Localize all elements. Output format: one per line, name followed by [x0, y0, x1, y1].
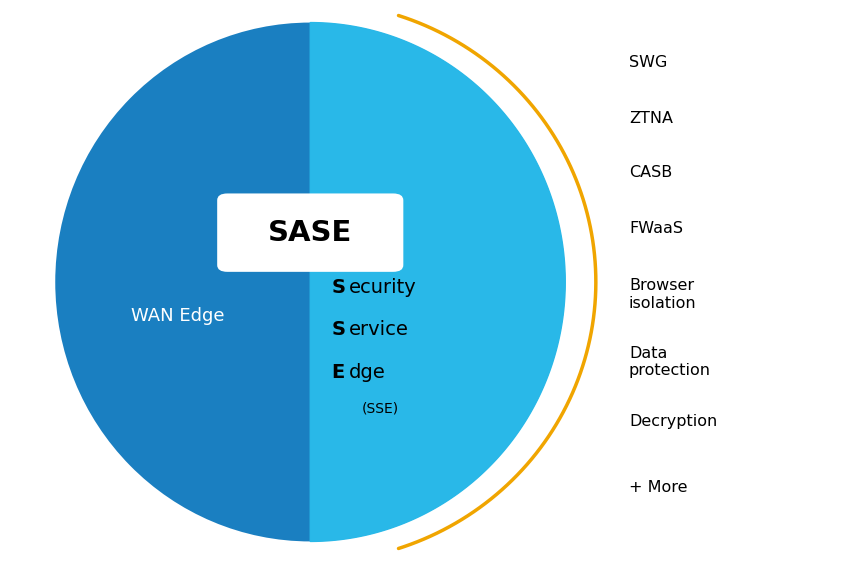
Text: FWaaS: FWaaS	[629, 221, 683, 236]
Text: Data
protection: Data protection	[629, 346, 711, 378]
Text: ecurity: ecurity	[348, 278, 416, 297]
Text: WAN Edge: WAN Edge	[131, 307, 224, 325]
Text: (SSE): (SSE)	[361, 402, 399, 416]
Text: Browser
isolation: Browser isolation	[629, 278, 697, 311]
Text: SWG: SWG	[629, 55, 667, 69]
FancyBboxPatch shape	[217, 193, 403, 272]
Text: + More: + More	[629, 481, 688, 495]
Text: S: S	[332, 320, 345, 340]
Text: SASE: SASE	[268, 219, 353, 246]
Text: ZTNA: ZTNA	[629, 111, 673, 126]
Text: S: S	[332, 278, 345, 297]
Text: ervice: ervice	[348, 320, 408, 340]
Ellipse shape	[55, 23, 565, 541]
Text: dge: dge	[348, 363, 385, 382]
Text: CASB: CASB	[629, 165, 672, 179]
Text: Decryption: Decryption	[629, 415, 717, 429]
Text: E: E	[332, 363, 345, 382]
Polygon shape	[310, 23, 565, 541]
